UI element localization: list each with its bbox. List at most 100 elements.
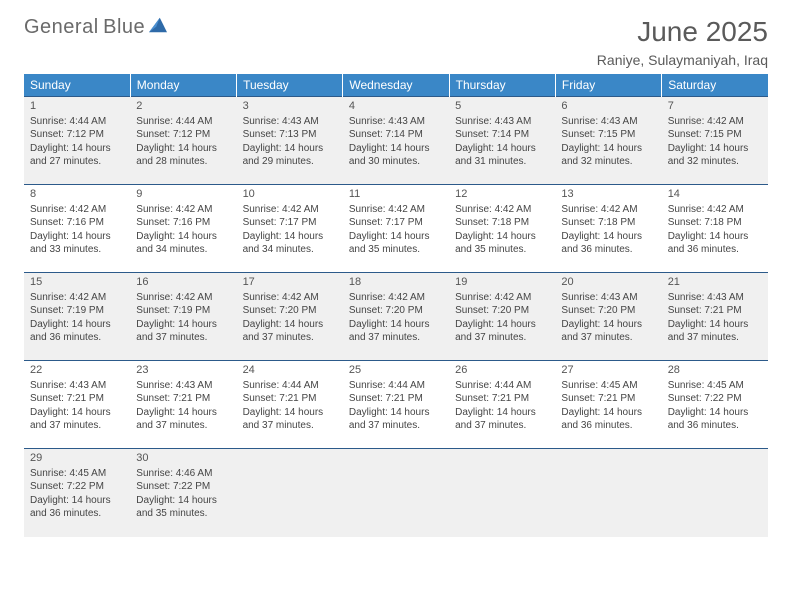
day-number: 15: [30, 275, 124, 290]
sunset-line: Sunset: 7:21 PM: [455, 392, 549, 406]
sunrise-line: Sunrise: 4:42 AM: [30, 203, 124, 217]
calendar-day-cell: [343, 449, 449, 537]
sunrise-line: Sunrise: 4:43 AM: [30, 379, 124, 393]
daylight-line: Daylight: 14 hours and 36 minutes.: [30, 494, 124, 521]
day-number: 14: [668, 187, 762, 202]
calendar-day-cell: 19Sunrise: 4:42 AMSunset: 7:20 PMDayligh…: [449, 273, 555, 361]
sunset-line: Sunset: 7:18 PM: [561, 216, 655, 230]
sunrise-line: Sunrise: 4:43 AM: [243, 115, 337, 129]
sunset-line: Sunset: 7:15 PM: [561, 128, 655, 142]
calendar-week-row: 22Sunrise: 4:43 AMSunset: 7:21 PMDayligh…: [24, 361, 768, 449]
day-number: 26: [455, 363, 549, 378]
sunrise-line: Sunrise: 4:43 AM: [455, 115, 549, 129]
daylight-line: Daylight: 14 hours and 37 minutes.: [349, 406, 443, 433]
day-number: 3: [243, 99, 337, 114]
calendar-day-cell: 30Sunrise: 4:46 AMSunset: 7:22 PMDayligh…: [130, 449, 236, 537]
location-text: Raniye, Sulaymaniyah, Iraq: [597, 52, 768, 68]
sunrise-line: Sunrise: 4:42 AM: [243, 203, 337, 217]
weekday-header-row: Sunday Monday Tuesday Wednesday Thursday…: [24, 74, 768, 97]
daylight-line: Daylight: 14 hours and 31 minutes.: [455, 142, 549, 169]
sunrise-line: Sunrise: 4:42 AM: [349, 291, 443, 305]
sunset-line: Sunset: 7:22 PM: [668, 392, 762, 406]
sunset-line: Sunset: 7:15 PM: [668, 128, 762, 142]
daylight-line: Daylight: 14 hours and 37 minutes.: [30, 406, 124, 433]
sunset-line: Sunset: 7:20 PM: [561, 304, 655, 318]
sunrise-line: Sunrise: 4:43 AM: [561, 115, 655, 129]
sunrise-line: Sunrise: 4:46 AM: [136, 467, 230, 481]
day-number: 5: [455, 99, 549, 114]
day-number: 6: [561, 99, 655, 114]
sunset-line: Sunset: 7:12 PM: [30, 128, 124, 142]
calendar-week-row: 29Sunrise: 4:45 AMSunset: 7:22 PMDayligh…: [24, 449, 768, 537]
daylight-line: Daylight: 14 hours and 37 minutes.: [668, 318, 762, 345]
sunset-line: Sunset: 7:22 PM: [136, 480, 230, 494]
sunset-line: Sunset: 7:16 PM: [136, 216, 230, 230]
calendar-day-cell: [449, 449, 555, 537]
sunrise-line: Sunrise: 4:44 AM: [349, 379, 443, 393]
calendar-day-cell: 18Sunrise: 4:42 AMSunset: 7:20 PMDayligh…: [343, 273, 449, 361]
daylight-line: Daylight: 14 hours and 37 minutes.: [455, 318, 549, 345]
day-number: 23: [136, 363, 230, 378]
daylight-line: Daylight: 14 hours and 36 minutes.: [30, 318, 124, 345]
day-number: 19: [455, 275, 549, 290]
calendar-day-cell: 11Sunrise: 4:42 AMSunset: 7:17 PMDayligh…: [343, 185, 449, 273]
sunrise-line: Sunrise: 4:42 AM: [455, 203, 549, 217]
day-number: 7: [668, 99, 762, 114]
daylight-line: Daylight: 14 hours and 37 minutes.: [561, 318, 655, 345]
sunset-line: Sunset: 7:21 PM: [30, 392, 124, 406]
daylight-line: Daylight: 14 hours and 33 minutes.: [30, 230, 124, 257]
calendar-day-cell: 4Sunrise: 4:43 AMSunset: 7:14 PMDaylight…: [343, 97, 449, 185]
col-tuesday: Tuesday: [237, 74, 343, 97]
sunset-line: Sunset: 7:21 PM: [243, 392, 337, 406]
calendar-day-cell: [662, 449, 768, 537]
col-thursday: Thursday: [449, 74, 555, 97]
sunrise-line: Sunrise: 4:45 AM: [668, 379, 762, 393]
daylight-line: Daylight: 14 hours and 28 minutes.: [136, 142, 230, 169]
calendar-day-cell: 8Sunrise: 4:42 AMSunset: 7:16 PMDaylight…: [24, 185, 130, 273]
sunrise-line: Sunrise: 4:42 AM: [136, 291, 230, 305]
col-sunday: Sunday: [24, 74, 130, 97]
day-number: 17: [243, 275, 337, 290]
day-number: 16: [136, 275, 230, 290]
day-number: 29: [30, 451, 124, 466]
calendar-day-cell: 2Sunrise: 4:44 AMSunset: 7:12 PMDaylight…: [130, 97, 236, 185]
daylight-line: Daylight: 14 hours and 29 minutes.: [243, 142, 337, 169]
day-number: 9: [136, 187, 230, 202]
col-saturday: Saturday: [662, 74, 768, 97]
sunset-line: Sunset: 7:13 PM: [243, 128, 337, 142]
sunrise-line: Sunrise: 4:44 AM: [30, 115, 124, 129]
sunset-line: Sunset: 7:20 PM: [243, 304, 337, 318]
calendar-day-cell: 10Sunrise: 4:42 AMSunset: 7:17 PMDayligh…: [237, 185, 343, 273]
sunrise-line: Sunrise: 4:42 AM: [136, 203, 230, 217]
calendar-day-cell: 25Sunrise: 4:44 AMSunset: 7:21 PMDayligh…: [343, 361, 449, 449]
calendar-day-cell: [237, 449, 343, 537]
sunset-line: Sunset: 7:12 PM: [136, 128, 230, 142]
sunrise-line: Sunrise: 4:43 AM: [668, 291, 762, 305]
calendar-day-cell: 27Sunrise: 4:45 AMSunset: 7:21 PMDayligh…: [555, 361, 661, 449]
col-wednesday: Wednesday: [343, 74, 449, 97]
calendar-day-cell: 26Sunrise: 4:44 AMSunset: 7:21 PMDayligh…: [449, 361, 555, 449]
daylight-line: Daylight: 14 hours and 36 minutes.: [668, 406, 762, 433]
logo-text: General Blue: [24, 18, 145, 36]
sunset-line: Sunset: 7:20 PM: [455, 304, 549, 318]
month-title: June 2025: [597, 18, 768, 46]
sunrise-line: Sunrise: 4:45 AM: [561, 379, 655, 393]
day-number: 27: [561, 363, 655, 378]
sunset-line: Sunset: 7:21 PM: [561, 392, 655, 406]
daylight-line: Daylight: 14 hours and 27 minutes.: [30, 142, 124, 169]
sunrise-line: Sunrise: 4:44 AM: [455, 379, 549, 393]
sunrise-line: Sunrise: 4:42 AM: [455, 291, 549, 305]
calendar-day-cell: 13Sunrise: 4:42 AMSunset: 7:18 PMDayligh…: [555, 185, 661, 273]
sunrise-line: Sunrise: 4:43 AM: [561, 291, 655, 305]
header: General Blue June 2025 Raniye, Sulaymani…: [24, 18, 768, 68]
title-block: June 2025 Raniye, Sulaymaniyah, Iraq: [597, 18, 768, 68]
calendar-day-cell: 29Sunrise: 4:45 AMSunset: 7:22 PMDayligh…: [24, 449, 130, 537]
calendar-page: General Blue June 2025 Raniye, Sulaymani…: [0, 0, 792, 612]
sunrise-line: Sunrise: 4:42 AM: [30, 291, 124, 305]
daylight-line: Daylight: 14 hours and 37 minutes.: [243, 318, 337, 345]
sunset-line: Sunset: 7:17 PM: [349, 216, 443, 230]
calendar-day-cell: 7Sunrise: 4:42 AMSunset: 7:15 PMDaylight…: [662, 97, 768, 185]
calendar-day-cell: [555, 449, 661, 537]
calendar-day-cell: 5Sunrise: 4:43 AMSunset: 7:14 PMDaylight…: [449, 97, 555, 185]
sunrise-line: Sunrise: 4:42 AM: [243, 291, 337, 305]
